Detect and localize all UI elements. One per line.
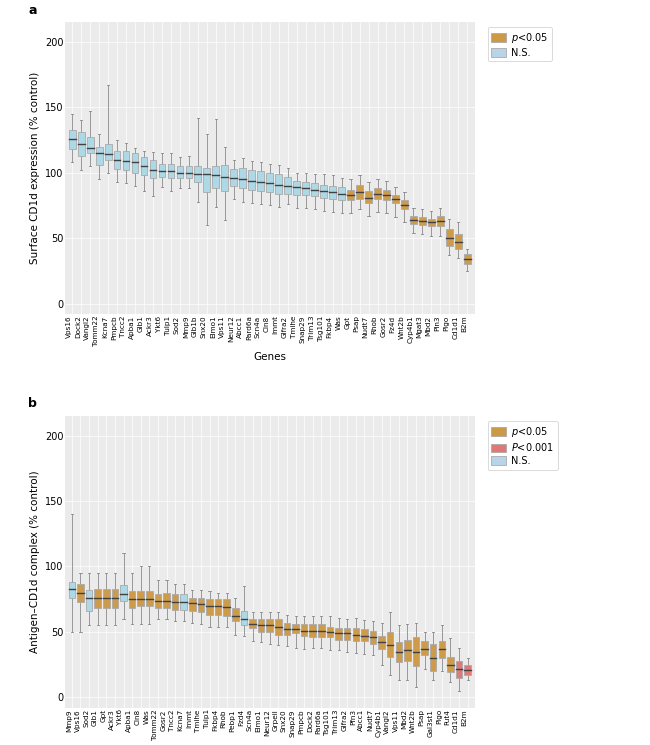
- Text: a: a: [28, 4, 36, 16]
- Bar: [232, 609, 239, 621]
- Bar: [172, 594, 178, 609]
- Bar: [69, 130, 75, 149]
- Bar: [410, 216, 417, 224]
- X-axis label: Genes: Genes: [254, 352, 286, 362]
- Bar: [439, 641, 445, 658]
- Bar: [258, 619, 265, 632]
- Bar: [383, 190, 390, 200]
- Bar: [112, 589, 118, 609]
- Bar: [203, 168, 211, 192]
- Bar: [266, 173, 273, 192]
- Bar: [404, 640, 411, 661]
- Bar: [206, 599, 213, 615]
- Bar: [464, 665, 471, 675]
- Bar: [447, 657, 454, 673]
- Bar: [120, 585, 127, 600]
- Bar: [347, 190, 354, 200]
- Y-axis label: Surface CD1d expression (% control): Surface CD1d expression (% control): [29, 72, 40, 264]
- Bar: [215, 599, 222, 615]
- Bar: [455, 234, 461, 249]
- Bar: [335, 628, 342, 640]
- Bar: [437, 216, 444, 226]
- Bar: [361, 630, 368, 641]
- Bar: [356, 185, 363, 199]
- Bar: [338, 187, 345, 200]
- Bar: [464, 254, 471, 264]
- Bar: [168, 164, 174, 178]
- Legend: $\it{p}$<0.05, N.S.: $\it{p}$<0.05, N.S.: [488, 28, 552, 61]
- Bar: [69, 582, 75, 598]
- Bar: [311, 183, 318, 196]
- Bar: [96, 147, 103, 165]
- Bar: [352, 628, 359, 641]
- Bar: [419, 218, 426, 225]
- Legend: $\it{p}$<0.05, $\it{P}$<0.001, N.S.: $\it{p}$<0.05, $\it{P}$<0.001, N.S.: [488, 421, 558, 469]
- Bar: [181, 594, 187, 609]
- Bar: [421, 641, 428, 656]
- Bar: [320, 185, 327, 197]
- Bar: [365, 191, 372, 203]
- Bar: [105, 144, 112, 159]
- Bar: [428, 218, 435, 226]
- Bar: [248, 170, 255, 190]
- Bar: [230, 169, 237, 186]
- Bar: [392, 195, 399, 203]
- Bar: [222, 165, 228, 191]
- Bar: [283, 623, 291, 635]
- Bar: [123, 150, 129, 170]
- Bar: [276, 174, 282, 194]
- Bar: [155, 594, 161, 609]
- Bar: [163, 593, 170, 609]
- Bar: [378, 635, 385, 649]
- Bar: [198, 598, 204, 612]
- Bar: [430, 644, 437, 671]
- Bar: [301, 624, 307, 635]
- Bar: [284, 177, 291, 194]
- Bar: [78, 132, 84, 156]
- Bar: [86, 590, 92, 611]
- Bar: [132, 153, 138, 173]
- Bar: [302, 182, 309, 195]
- Bar: [293, 180, 300, 195]
- Bar: [150, 159, 157, 178]
- Bar: [224, 599, 230, 616]
- Bar: [395, 642, 402, 662]
- Bar: [266, 619, 273, 632]
- Bar: [370, 630, 376, 644]
- Bar: [327, 627, 333, 637]
- Bar: [146, 592, 153, 606]
- Y-axis label: Antigen–CD1d complex (% control): Antigen–CD1d complex (% control): [29, 471, 40, 653]
- Bar: [103, 589, 110, 609]
- Bar: [240, 611, 247, 625]
- Bar: [292, 624, 299, 633]
- Bar: [374, 188, 381, 199]
- Bar: [129, 592, 135, 609]
- Bar: [275, 619, 281, 635]
- Bar: [329, 186, 336, 199]
- Bar: [387, 632, 393, 657]
- Bar: [250, 619, 256, 628]
- Bar: [456, 661, 462, 678]
- Bar: [185, 166, 192, 178]
- Bar: [194, 166, 202, 182]
- Bar: [114, 150, 120, 169]
- Bar: [239, 168, 246, 188]
- Bar: [189, 598, 196, 611]
- Bar: [257, 171, 264, 191]
- Bar: [344, 628, 350, 640]
- Bar: [159, 164, 165, 177]
- Bar: [177, 166, 183, 178]
- Bar: [413, 637, 419, 666]
- Bar: [446, 229, 453, 246]
- Bar: [137, 592, 144, 606]
- Bar: [309, 624, 316, 637]
- Bar: [401, 200, 408, 209]
- Bar: [213, 166, 219, 188]
- Bar: [94, 589, 101, 609]
- Bar: [140, 157, 148, 175]
- Text: b: b: [28, 397, 37, 410]
- Bar: [77, 583, 84, 602]
- Bar: [318, 624, 324, 637]
- Bar: [86, 137, 94, 153]
